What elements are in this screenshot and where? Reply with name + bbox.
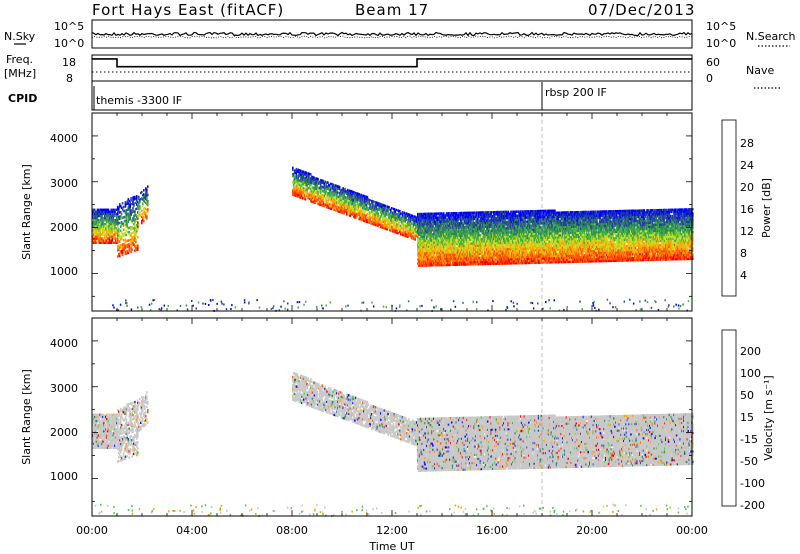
power-cbar-tick-8: 8 — [740, 247, 747, 260]
beam-title: Beam 17 — [355, 1, 429, 19]
power-cbar-tick-12: 12 — [740, 225, 754, 238]
vel-cbar-tick-m100: -100 — [740, 477, 765, 490]
power-ytick-2000: 2000 — [50, 221, 78, 234]
power-ytick-3000: 3000 — [50, 177, 78, 190]
vel-cbar-tick-100: 100 — [740, 367, 761, 380]
power-cbar-tick-24: 24 — [740, 159, 754, 172]
power-cbar-tick-28: 28 — [740, 137, 754, 150]
power-cbar-tick-20: 20 — [740, 181, 754, 194]
noise-sky-line — [92, 33, 692, 36]
frequency-line — [92, 59, 692, 67]
power-panel: Slant Range [km] 1000 2000 3000 4000 — [20, 113, 694, 312]
noise-panel: N.Sky 10^5 10^0 10^5 10^0 N.Search — [4, 20, 796, 50]
nave-label: Nave — [746, 64, 774, 77]
noise-search-line — [92, 36, 692, 38]
xtick-0400: 04:00 — [176, 524, 208, 537]
velocity-cbar-label: Velocity [m s⁻¹] — [762, 375, 775, 460]
xaxis-label: Time UT — [368, 540, 414, 553]
noise-left-bottom-tick: 10^0 — [54, 37, 84, 50]
velocity-panel: Slant Range [km] 1000 2000 3000 4000 — [20, 318, 694, 517]
freq-label: Freq. — [6, 53, 33, 66]
power-colorbar: 4 8 12 16 20 24 28 Power [dB] — [722, 120, 773, 296]
velocity-ytick-2000: 2000 — [50, 426, 78, 439]
power-cbar-tick-16: 16 — [740, 203, 754, 216]
nave-tick-top: 60 — [706, 56, 720, 69]
noise-right-bottom-tick: 10^0 — [706, 37, 736, 50]
noise-search-label: N.Search — [746, 30, 796, 43]
power-ytick-4000: 4000 — [50, 132, 78, 145]
vel-cbar-tick-50: 50 — [740, 389, 754, 402]
cpid-segment-1: themis -3300 IF — [96, 94, 182, 107]
vel-cbar-tick-15: 15 — [740, 411, 754, 424]
xtick-1600: 16:00 — [476, 524, 508, 537]
power-ylabel: Slant Range [km] — [20, 164, 33, 260]
vel-cbar-tick-200: 200 — [740, 345, 761, 358]
vel-cbar-tick-m200: -200 — [740, 499, 765, 512]
radar-summary-plot: Fort Hays East (fitACF) Beam 17 07/Dec/2… — [0, 0, 800, 554]
xtick-1200: 12:00 — [376, 524, 408, 537]
cpid-segment-2: rbsp 200 IF — [545, 86, 607, 99]
power-cbar-tick-4: 4 — [740, 269, 747, 282]
freq-tick-bottom: 8 — [66, 72, 73, 85]
nave-tick-bottom: 0 — [706, 72, 713, 85]
power-cbar-label: Power [dB] — [760, 178, 773, 238]
xtick-2000: 20:00 — [576, 524, 608, 537]
xtick-2400: 00:00 — [676, 524, 708, 537]
noise-sky-label: N.Sky — [4, 30, 36, 43]
velocity-ytick-1000: 1000 — [50, 470, 78, 483]
cpid-panel: CPID themis -3300 IF rbsp 200 IF — [8, 81, 692, 110]
freq-unit-label: [MHz] — [4, 67, 36, 80]
vel-cbar-tick-m50: -50 — [740, 455, 758, 468]
velocity-colorbar: 200 100 50 15 -15 -50 -100 -200 Velocity… — [722, 330, 775, 512]
velocity-ylabel: Slant Range [km] — [20, 369, 33, 465]
cpid-label: CPID — [8, 92, 37, 105]
freq-tick-top: 18 — [62, 56, 76, 69]
x-axis: 00:00 04:00 08:00 12:00 16:00 20:00 00:0… — [76, 524, 708, 553]
velocity-ytick-3000: 3000 — [50, 382, 78, 395]
noise-right-top-tick: 10^5 — [706, 20, 736, 33]
station-title: Fort Hays East (fitACF) — [92, 1, 284, 19]
date-title: 07/Dec/2013 — [588, 1, 695, 19]
power-ytick-1000: 1000 — [50, 265, 78, 278]
xtick-0800: 08:00 — [276, 524, 308, 537]
vel-cbar-tick-m15: -15 — [740, 433, 758, 446]
frequency-panel: Freq. [MHz] 18 8 60 0 Nave — [4, 53, 780, 88]
noise-left-top-tick: 10^5 — [54, 20, 84, 33]
velocity-ytick-4000: 4000 — [50, 337, 78, 350]
xtick-0000: 00:00 — [76, 524, 108, 537]
